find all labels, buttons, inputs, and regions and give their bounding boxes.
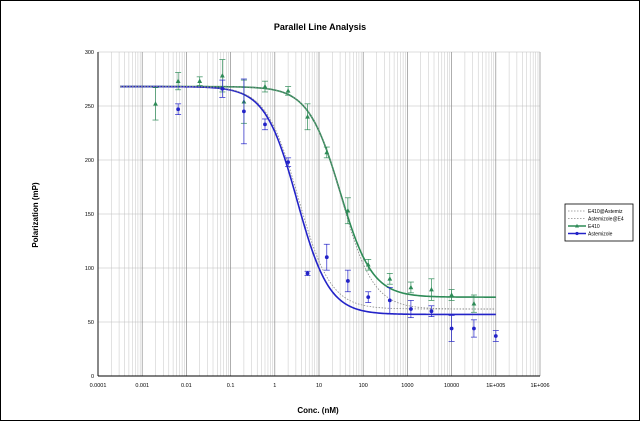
y-tick-label: 50	[88, 320, 94, 326]
y-tick-label: 200	[85, 158, 94, 164]
data-points	[152, 59, 499, 342]
point-e410	[153, 101, 158, 106]
point-astemizole	[263, 122, 267, 127]
y-tick-label: 300	[85, 50, 94, 56]
point-astemizole	[176, 107, 181, 112]
chart-title: Parallel Line Analysis	[274, 22, 366, 32]
point-astemizole	[366, 295, 371, 300]
point-astemizole	[345, 279, 350, 283]
fit-curve-e410-astemiz	[120, 86, 496, 310]
legend-label: E410	[588, 224, 600, 230]
x-axis-label: Conc. (nM)	[297, 406, 339, 415]
legend-label: Astemizole@E4	[588, 216, 624, 222]
x-tick-label: 0.001	[135, 383, 149, 389]
legend-marker	[575, 223, 579, 228]
axis-ticks: 0.0001 0.001 0.01 0.1 1 10 100 1000 10000 1E+005 1…	[85, 50, 550, 389]
fit-curves	[120, 85, 496, 316]
point-e410	[429, 287, 434, 292]
x-tick-label: 1000	[401, 383, 413, 389]
point-astemizole	[305, 271, 310, 276]
point-astemizole	[387, 298, 392, 303]
y-tick-label: 100	[85, 266, 94, 272]
legend-marker	[575, 231, 579, 236]
point-e410	[285, 88, 291, 93]
fit-curve-astemizole	[120, 85, 496, 316]
point-e410	[365, 262, 371, 267]
x-tick-label: 10	[316, 383, 322, 389]
point-astemizole	[493, 334, 498, 338]
point-astemizole	[242, 109, 246, 114]
point-e410	[449, 292, 454, 297]
point-astemizole	[429, 309, 434, 314]
x-tick-label: 0.1	[227, 383, 235, 389]
y-tick-label: 250	[85, 104, 94, 110]
point-astemizole	[220, 86, 225, 91]
point-astemizole	[408, 307, 413, 311]
x-tick-label: 10000	[444, 383, 459, 389]
point-e410	[471, 301, 477, 306]
point-e410	[324, 149, 330, 155]
grid-lines	[97, 51, 541, 377]
x-tick-label: 1	[273, 383, 276, 389]
point-e410	[387, 276, 393, 281]
x-tick-label: 1E+006	[530, 383, 549, 389]
y-tick-label: 0	[91, 374, 94, 380]
point-e410	[197, 78, 203, 83]
point-astemizole	[286, 160, 291, 165]
y-axis-label: Polarization (mP)	[31, 182, 40, 248]
point-astemizole	[472, 326, 476, 331]
point-e410	[262, 83, 268, 89]
point-e410	[408, 284, 414, 290]
point-astemizole	[324, 255, 329, 260]
x-tick-label: 100	[359, 383, 368, 389]
x-tick-label: 0.01	[181, 383, 192, 389]
legend-label: E410@Astemiz	[588, 209, 623, 215]
point-e410	[305, 114, 310, 119]
x-tick-label: 1E+005	[486, 383, 505, 389]
point-e410	[345, 208, 351, 213]
point-astemizole	[449, 326, 454, 331]
point-e410	[219, 73, 225, 78]
point-e410	[175, 78, 181, 83]
x-tick-label: 0.0001	[90, 383, 107, 389]
legend-label: Astemizole	[588, 231, 613, 237]
y-tick-label: 150	[85, 212, 94, 218]
fit-curve-astemizole-e4	[120, 86, 496, 310]
